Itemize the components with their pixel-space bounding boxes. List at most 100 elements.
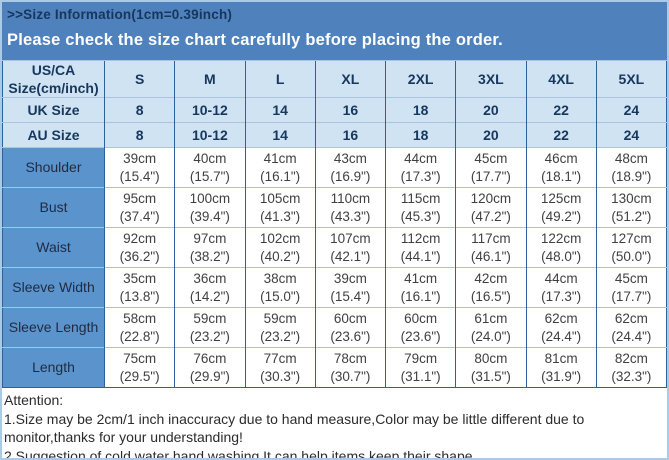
- measurement-inch-value: (17.7"): [470, 168, 511, 184]
- measurement-cm-value: 59cm: [263, 310, 297, 326]
- measurement-value-cell: 58cm (22.8"): [103, 307, 175, 348]
- measurement-cm-value: 112cm: [400, 230, 441, 246]
- size-column-header: 2XL: [384, 59, 456, 98]
- measurement-value-cell: 40cm (15.7"): [174, 147, 245, 188]
- measurement-value-cell: 59cm (23.2"): [174, 307, 245, 348]
- conversion-row-label: UK Size: [2, 97, 105, 123]
- measurement-inch-value: (29.5"): [119, 368, 160, 384]
- measurement-value-cell: 92cm (36.2"): [103, 227, 175, 268]
- attention-line-1: 1.Size may be 2cm/1 inch inaccuracy due …: [4, 410, 585, 446]
- measurement-inch-value: (16.5"): [470, 288, 511, 304]
- measurement-value-cell: 97cm (38.2"): [174, 227, 245, 268]
- measurement-inch-value: (13.8"): [119, 288, 160, 304]
- measurement-cm-value: 102cm: [259, 230, 301, 246]
- measurement-row: Sleeve Length 58cm (22.8") 59cm (23.2") 59cm (…: [2, 307, 667, 348]
- size-column-header: S: [103, 59, 175, 98]
- measurement-value-cell: 39cm (15.4"): [314, 267, 386, 308]
- measurement-inch-value: (40.2"): [260, 248, 301, 264]
- conversion-value-cell: 18: [384, 122, 456, 148]
- size-column-header: 3XL: [455, 59, 526, 98]
- measurement-cm-value: 105cm: [259, 190, 301, 206]
- measurement-cm-value: 46cm: [544, 150, 578, 166]
- measurement-cm-value: 100cm: [189, 190, 231, 206]
- measurement-cm-value: 80cm: [474, 350, 508, 366]
- measurement-inch-value: (31.1"): [400, 368, 441, 384]
- measurement-cm-value: 38cm: [263, 270, 297, 286]
- size-column-header: XL: [314, 59, 386, 98]
- measurement-cm-value: 82cm: [614, 350, 648, 366]
- measurement-value-cell: 117cm (46.1"): [455, 227, 526, 268]
- measurement-value-cell: 46cm (18.1"): [525, 147, 597, 188]
- measurement-value-cell: 81cm (31.9"): [525, 347, 597, 388]
- measurement-value-cell: 41cm (16.1"): [384, 267, 456, 308]
- conversion-value-cell: 10-12: [174, 122, 245, 148]
- measurement-value-cell: 35cm (13.8"): [103, 267, 175, 308]
- conversion-value-cell: 20: [455, 122, 526, 148]
- measurement-value-cell: 38cm (15.0"): [244, 267, 316, 308]
- measurement-inch-value: (44.1"): [400, 248, 441, 264]
- measurement-inch-value: (39.4"): [189, 208, 230, 224]
- measurement-cm-value: 97cm: [193, 230, 227, 246]
- measurement-inch-value: (32.3"): [611, 368, 652, 384]
- measurement-row-label: Sleeve Length: [2, 307, 105, 348]
- measurement-inch-value: (18.1"): [541, 168, 582, 184]
- measurement-cm-value: 42cm: [474, 270, 508, 286]
- measurement-cm-value: 58cm: [123, 310, 157, 326]
- conversion-row: AU Size 8 10-12 14 16 18 20 22 24: [2, 122, 667, 148]
- measurement-row: Bust 95cm (37.4") 100cm (39.4") 105cm (41.3") 1…: [2, 187, 667, 228]
- measurement-cm-value: 45cm: [614, 270, 648, 286]
- corner-label-cell: US/CA Size(cm/inch): [2, 59, 105, 98]
- measurement-inch-value: (50.0"): [611, 248, 652, 264]
- measurement-value-cell: 60cm (23.6"): [384, 307, 456, 348]
- measurement-value-cell: 76cm (29.9"): [174, 347, 245, 388]
- measurement-value-cell: 102cm (40.2"): [244, 227, 316, 268]
- measurement-inch-value: (31.5"): [470, 368, 511, 384]
- measurement-inch-value: (15.4"): [330, 288, 371, 304]
- measurement-row: Waist 92cm (36.2") 97cm (38.2") 102cm (40.2") 1…: [2, 227, 667, 268]
- measurement-value-cell: 122cm (48.0"): [525, 227, 597, 268]
- measurement-cm-value: 122cm: [540, 230, 582, 246]
- measurement-cm-value: 95cm: [123, 190, 157, 206]
- conversion-value-cell: 14: [244, 122, 316, 148]
- banner-subtitle: Please check the size chart carefully be…: [7, 31, 503, 49]
- size-column-header: L: [244, 59, 316, 98]
- measurement-value-cell: 78cm (30.7"): [314, 347, 386, 388]
- measurement-cm-value: 36cm: [193, 270, 227, 286]
- measurement-cm-value: 39cm: [123, 150, 157, 166]
- measurement-inch-value: (51.2"): [611, 208, 652, 224]
- measurement-value-cell: 62cm (24.4"): [595, 307, 667, 348]
- measurement-value-cell: 82cm (32.3"): [595, 347, 667, 388]
- size-header-row: US/CA Size(cm/inch) S M L XL 2XL 3XL 4XL 5XL: [2, 59, 667, 98]
- conversion-value-cell: 22: [525, 97, 597, 123]
- measurement-inch-value: (42.1"): [330, 248, 371, 264]
- measurement-cm-value: 130cm: [611, 190, 652, 206]
- measurement-inch-value: (41.3"): [260, 208, 301, 224]
- measurement-inch-value: (47.2"): [470, 208, 511, 224]
- measurement-cm-value: 120cm: [470, 190, 512, 206]
- conversion-value-cell: 20: [455, 97, 526, 123]
- measurement-value-cell: 125cm (49.2"): [525, 187, 597, 228]
- measurement-row-label: Waist: [2, 227, 105, 268]
- measurement-value-cell: 79cm (31.1"): [384, 347, 456, 388]
- measurement-cm-value: 62cm: [544, 310, 578, 326]
- measurement-cm-value: 61cm: [474, 310, 508, 326]
- measurement-cm-value: 39cm: [333, 270, 367, 286]
- measurement-inch-value: (15.4"): [119, 168, 160, 184]
- measurement-inch-value: (30.7"): [330, 368, 371, 384]
- measurement-cm-value: 45cm: [474, 150, 508, 166]
- size-info-banner: >>Size Information(1cm=0.39inch) Please …: [2, 2, 667, 60]
- measurement-value-cell: 130cm (51.2"): [595, 187, 667, 228]
- measurement-row: Shoulder 39cm (15.4") 40cm (15.7") 41cm (16.1"…: [2, 147, 667, 188]
- measurement-value-cell: 115cm (45.3"): [384, 187, 456, 228]
- measurement-inch-value: (18.9"): [611, 168, 652, 184]
- measurement-inch-value: (17.3"): [400, 168, 441, 184]
- conversion-value-cell: 10-12: [174, 97, 245, 123]
- measurement-inch-value: (23.6"): [400, 328, 441, 344]
- measurement-cm-value: 43cm: [333, 150, 367, 166]
- measurement-value-cell: 61cm (24.0"): [455, 307, 526, 348]
- measurement-value-cell: 107cm (42.1"): [314, 227, 386, 268]
- conversion-value-cell: 16: [314, 97, 386, 123]
- measurement-inch-value: (45.3"): [400, 208, 441, 224]
- measurement-inch-value: (23.6"): [330, 328, 371, 344]
- measurement-inch-value: (29.9"): [189, 368, 230, 384]
